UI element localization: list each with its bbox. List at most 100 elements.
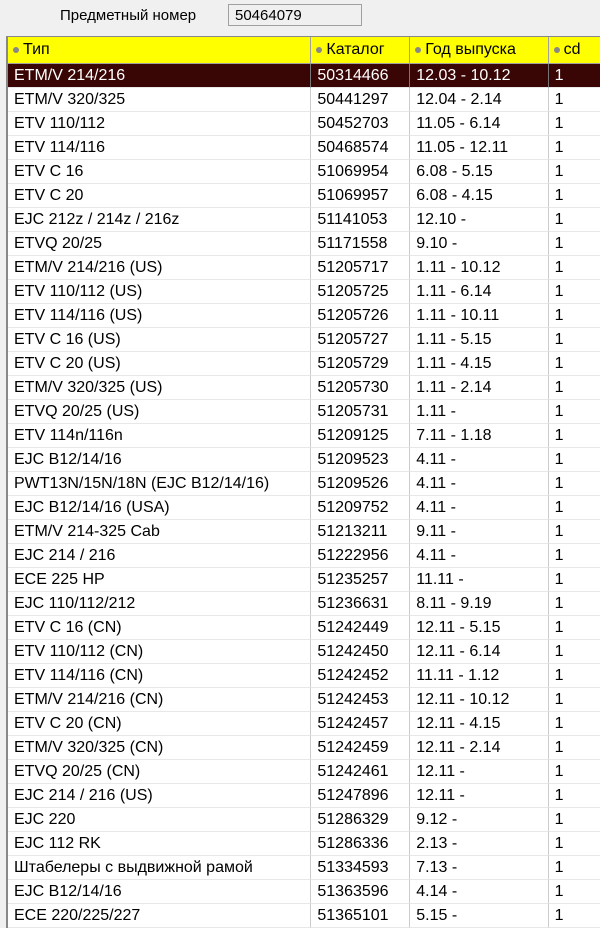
table-row[interactable]: EJC 214 / 216 (US) 51247896 12.11 -1: [8, 784, 600, 808]
cell-year: 1.11 -: [410, 400, 549, 424]
cell-catalog: 51205731: [311, 400, 411, 424]
cell-cd: 1: [548, 376, 600, 400]
table-row[interactable]: ETM/V 320/325 (CN) 51242459 12.11 - 2.14 1: [8, 736, 600, 760]
table-row[interactable]: ETV C 20 (US) 51205729 1.11 - 4.15 1: [8, 352, 600, 376]
cell-catalog: 51069954: [311, 160, 411, 184]
cell-cd: 1: [548, 496, 600, 520]
cell-year: 8.11 - 9.19: [410, 592, 549, 616]
cell-catalog: 50452703: [311, 112, 411, 136]
table-row[interactable]: ETM/V 214/216 (CN) 51242453 12.11 - 10.12 1: [8, 688, 600, 712]
cell-cd: 1: [548, 784, 600, 808]
cell-cd: 1: [548, 712, 600, 736]
cell-catalog: 51213211: [311, 520, 411, 544]
cell-cd: 1: [548, 232, 600, 256]
cell-catalog: 50441297: [311, 88, 411, 112]
table-row[interactable]: ETV 110/112 (CN) 51242450 12.11 - 6.14 1: [8, 640, 600, 664]
table-row[interactable]: EJC 220 51286329 9.12 -1: [8, 808, 600, 832]
table-row[interactable]: ETV C 16 (US) 51205727 1.11 - 5.15 1: [8, 328, 600, 352]
table-row[interactable]: EJC B12/14/16 51209523 4.11 -1: [8, 448, 600, 472]
cell-type: ETVQ 20/25: [8, 232, 312, 256]
cell-year: 1.11 - 10.12: [410, 256, 549, 280]
cell-cd: 1: [548, 400, 600, 424]
cell-catalog: 51242452: [311, 664, 411, 688]
cell-catalog: 51205727: [311, 328, 411, 352]
cell-cd: 1: [548, 184, 600, 208]
table-row[interactable]: PWT13N/15N/18N (EJC B12/14/16) 51209526 4.…: [8, 472, 600, 496]
cell-type: ETVQ 20/25 (US): [8, 400, 312, 424]
table-row[interactable]: ETM/V 214/216 (US) 51205717 1.11 - 10.12 1: [8, 256, 600, 280]
cell-type: EJC 112 RK: [8, 832, 312, 856]
table-row[interactable]: Штабелеры с выдвижной рамой 51334593 7.13 …: [8, 856, 600, 880]
cell-catalog: 51242450: [311, 640, 411, 664]
cell-year: 9.11 -: [410, 520, 549, 544]
cell-catalog: 51209752: [311, 496, 411, 520]
table-row[interactable]: ETV 114/116 50468574 11.05 - 12.11 1: [8, 136, 600, 160]
cell-cd: 1: [548, 544, 600, 568]
cell-cd: 1: [548, 424, 600, 448]
table-row[interactable]: ETV 114/116 (CN) 51242452 11.11 - 1.12 1: [8, 664, 600, 688]
cell-year: 12.10 -: [410, 208, 549, 232]
cell-type: ETM/V 320/325 (CN): [8, 736, 312, 760]
table-row[interactable]: ETV 110/112 50452703 11.05 - 6.14 1: [8, 112, 600, 136]
cell-type: ETV C 20 (CN): [8, 712, 312, 736]
cell-type: ETV 114/116: [8, 136, 312, 160]
cell-year: 6.08 - 4.15: [410, 184, 549, 208]
cell-type: ETV C 16 (US): [8, 328, 312, 352]
cell-type: EJC B12/14/16: [8, 880, 312, 904]
table-row[interactable]: EJC 214 / 216 51222956 4.11 -1: [8, 544, 600, 568]
column-header-catalog[interactable]: Каталог: [311, 37, 411, 64]
cell-type: ETV 114n/116n: [8, 424, 312, 448]
table-row[interactable]: EJC B12/14/16 (USA) 51209752 4.11 -1: [8, 496, 600, 520]
cell-catalog: 51205726: [311, 304, 411, 328]
table-row[interactable]: ETM/V 320/325 50441297 12.04 - 2.14 1: [8, 88, 600, 112]
table-row[interactable]: ETV C 16 (CN) 51242449 12.11 - 5.15 1: [8, 616, 600, 640]
cell-catalog: 51209125: [311, 424, 411, 448]
table-row[interactable]: ETVQ 20/25 (CN) 51242461 12.11 -1: [8, 760, 600, 784]
cell-year: 7.13 -: [410, 856, 549, 880]
cell-type: EJC 214 / 216: [8, 544, 312, 568]
cell-cd: 1: [548, 304, 600, 328]
cell-year: 11.05 - 12.11: [410, 136, 549, 160]
cell-catalog: 51363596: [311, 880, 411, 904]
table-row[interactable]: ETV 114/116 (US) 51205726 1.11 - 10.11 1: [8, 304, 600, 328]
cell-year: 11.11 - 1.12: [410, 664, 549, 688]
cell-type: ETVQ 20/25 (CN): [8, 760, 312, 784]
column-header-year[interactable]: Год выпуска: [410, 37, 549, 64]
table-row[interactable]: ETM/V 214/216 50314466 12.03 - 10.12 1: [8, 64, 600, 88]
table-row[interactable]: EJC 212z / 214z / 216z 51141053 12.10 -1: [8, 208, 600, 232]
column-header-type[interactable]: Тип: [8, 37, 312, 64]
table-row[interactable]: ETM/V 214-325 Cab 51213211 9.11 -1: [8, 520, 600, 544]
table-row[interactable]: ECE 225 HP 51235257 11.11 -1: [8, 568, 600, 592]
table-row[interactable]: ECE 220/225/227 51365101 5.15 -1: [8, 904, 600, 928]
sort-icon: [415, 46, 422, 53]
table-row[interactable]: ETVQ 20/25 51171558 9.10 -1: [8, 232, 600, 256]
cell-catalog: 51209523: [311, 448, 411, 472]
cell-catalog: 51242457: [311, 712, 411, 736]
column-header-cd[interactable]: cd: [548, 37, 600, 64]
table-row[interactable]: EJC B12/14/16 51363596 4.14 -1: [8, 880, 600, 904]
table-row[interactable]: EJC 112 RK 51286336 2.13 -1: [8, 832, 600, 856]
table-row[interactable]: EJC 110/112/212 51236631 8.11 - 9.19 1: [8, 592, 600, 616]
table-row[interactable]: ETV C 20 (CN) 51242457 12.11 - 4.15 1: [8, 712, 600, 736]
cell-year: 11.11 -: [410, 568, 549, 592]
cell-cd: 1: [548, 448, 600, 472]
cell-type: PWT13N/15N/18N (EJC B12/14/16): [8, 472, 312, 496]
cell-type: ETV 110/112 (US): [8, 280, 312, 304]
cell-year: 4.11 -: [410, 448, 549, 472]
column-header-label: Тип: [23, 41, 50, 58]
table-row[interactable]: ETM/V 320/325 (US) 51205730 1.11 - 2.14 1: [8, 376, 600, 400]
table-row[interactable]: ETV C 16 51069954 6.08 - 5.15 1: [8, 160, 600, 184]
cell-cd: 1: [548, 256, 600, 280]
item-number-bar: Предметный номер 50464079: [0, 0, 600, 36]
table-row[interactable]: ETV 114n/116n 51209125 7.11 - 1.18 1: [8, 424, 600, 448]
item-number-field[interactable]: 50464079: [228, 4, 362, 26]
cell-type: ETV 114/116 (CN): [8, 664, 312, 688]
cell-catalog: 51171558: [311, 232, 411, 256]
cell-year: 1.11 - 4.15: [410, 352, 549, 376]
table-row[interactable]: ETVQ 20/25 (US) 51205731 1.11 -1: [8, 400, 600, 424]
cell-year: 11.05 - 6.14: [410, 112, 549, 136]
cell-type: ETV 110/112: [8, 112, 312, 136]
table-row[interactable]: ETV 110/112 (US) 51205725 1.11 - 6.14 1: [8, 280, 600, 304]
table-row[interactable]: ETV C 20 51069957 6.08 - 4.15 1: [8, 184, 600, 208]
cell-type: ETV C 16: [8, 160, 312, 184]
